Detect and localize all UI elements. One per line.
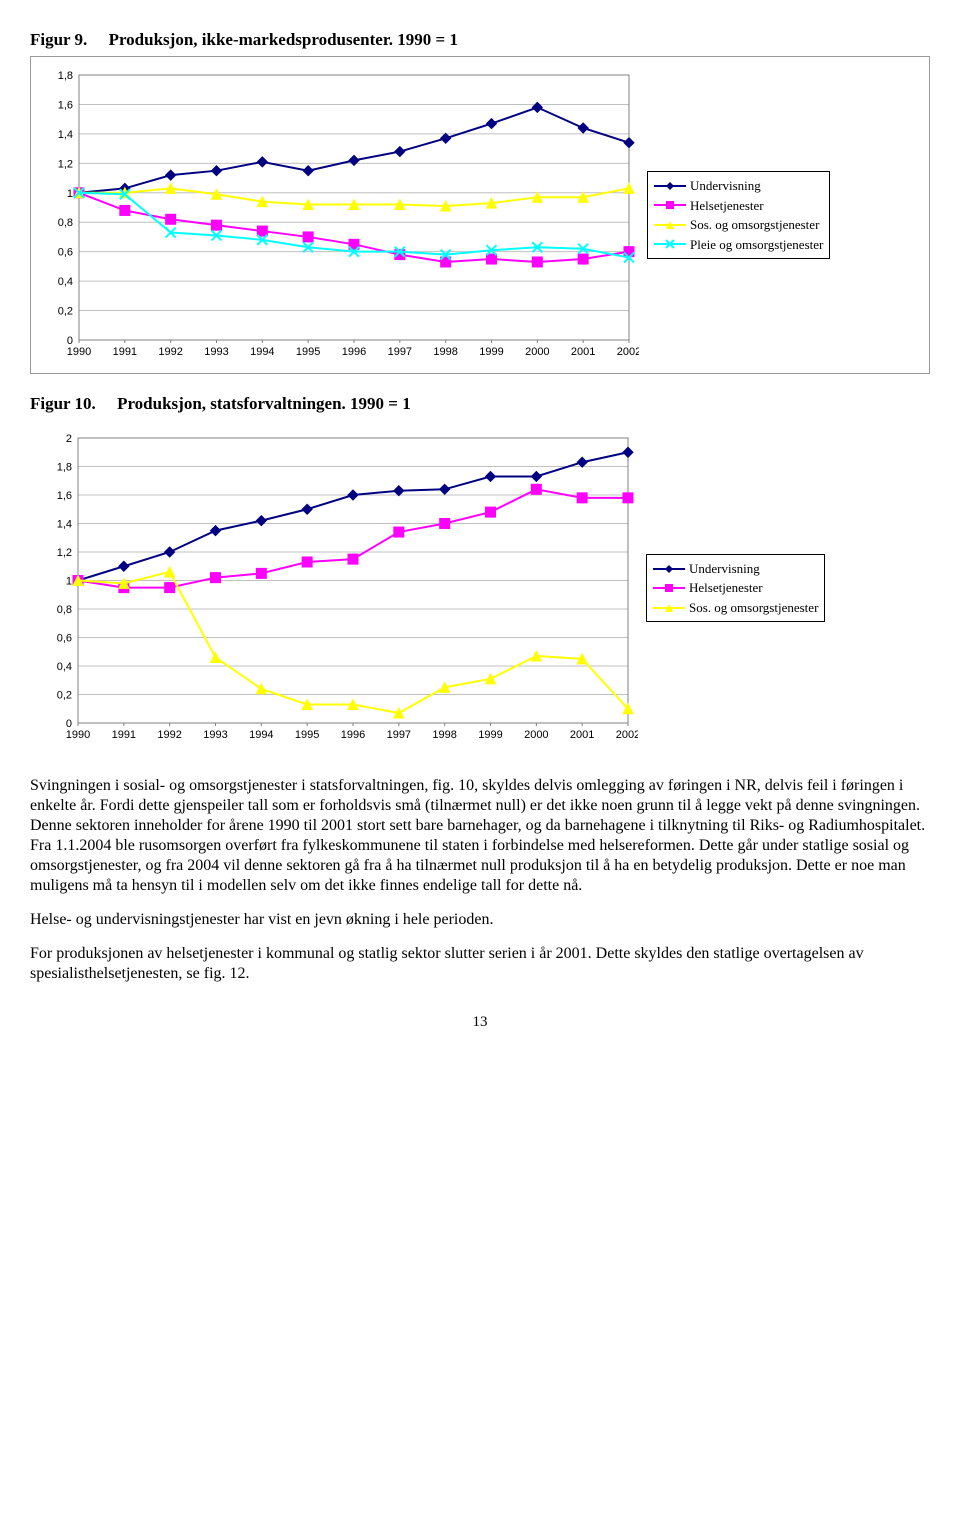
svg-text:1,6: 1,6 [58, 99, 73, 111]
svg-text:1,6: 1,6 [57, 490, 72, 502]
figure10-chart: 00,20,40,60,811,21,41,61,821990199119921… [38, 428, 638, 748]
svg-text:1996: 1996 [341, 729, 365, 741]
legend-label: Helsetjenester [690, 196, 764, 216]
figure9-title-rest: Produksjon, ikke-markedsprodusenter. 199… [109, 30, 458, 49]
legend-marker-icon [654, 198, 686, 212]
figure9-title: Figur 9. Produksjon, ikke-markedsproduse… [30, 30, 930, 50]
svg-text:2001: 2001 [571, 346, 595, 358]
svg-text:1993: 1993 [203, 729, 227, 741]
svg-text:0,2: 0,2 [58, 306, 73, 318]
legend-marker-icon [653, 562, 685, 576]
svg-text:1992: 1992 [158, 346, 182, 358]
legend-marker-icon [653, 581, 685, 595]
svg-text:0,6: 0,6 [57, 633, 72, 645]
svg-text:1,8: 1,8 [57, 462, 72, 474]
svg-text:1993: 1993 [204, 346, 228, 358]
svg-text:1991: 1991 [112, 729, 136, 741]
svg-text:0,4: 0,4 [57, 661, 72, 673]
figure9-legend: UndervisningHelsetjenesterSos. og omsorg… [647, 171, 830, 259]
svg-text:1: 1 [67, 188, 73, 200]
svg-text:1992: 1992 [157, 729, 181, 741]
svg-text:1998: 1998 [432, 729, 456, 741]
figure10-title: Figur 10. Produksjon, statsforvaltningen… [30, 394, 930, 414]
figure10-chart-container: 00,20,40,60,811,21,41,61,821990199119921… [30, 420, 930, 756]
svg-text:2001: 2001 [570, 729, 594, 741]
legend-label: Sos. og omsorgstjenester [690, 215, 819, 235]
legend-marker-icon [654, 179, 686, 193]
svg-text:1995: 1995 [296, 346, 320, 358]
svg-text:1997: 1997 [388, 346, 412, 358]
figure9-chart: 00,20,40,60,811,21,41,61,819901991199219… [39, 65, 639, 365]
figure10-title-rest: Produksjon, statsforvaltningen. 1990 = 1 [117, 394, 411, 413]
svg-text:1,2: 1,2 [57, 547, 72, 559]
svg-text:2002: 2002 [616, 729, 638, 741]
legend-label: Sos. og omsorgstjenester [689, 598, 818, 618]
svg-text:1998: 1998 [433, 346, 457, 358]
svg-text:2000: 2000 [525, 346, 549, 358]
legend-item: Pleie og omsorgstjenester [654, 235, 823, 255]
legend-marker-icon [653, 601, 685, 615]
svg-text:0,8: 0,8 [57, 604, 72, 616]
legend-item: Sos. og omsorgstjenester [654, 215, 823, 235]
svg-text:1,4: 1,4 [58, 129, 73, 141]
legend-item: Helsetjenester [654, 196, 823, 216]
legend-label: Helsetjenester [689, 578, 763, 598]
legend-label: Undervisning [690, 176, 761, 196]
figure9-title-prefix: Figur 9. [30, 30, 87, 49]
svg-text:1,4: 1,4 [57, 519, 72, 531]
svg-text:1995: 1995 [295, 729, 319, 741]
svg-text:0,4: 0,4 [58, 276, 73, 288]
svg-text:1994: 1994 [250, 346, 274, 358]
legend-item: Sos. og omsorgstjenester [653, 598, 818, 618]
paragraph-2: Helse- og undervisningstjenester har vis… [30, 910, 930, 930]
figure10-title-prefix: Figur 10. [30, 394, 96, 413]
svg-text:1: 1 [66, 576, 72, 588]
paragraph-3: For produksjonen av helsetjenester i kom… [30, 944, 930, 984]
svg-text:1997: 1997 [387, 729, 411, 741]
svg-text:1999: 1999 [478, 729, 502, 741]
svg-text:0,8: 0,8 [58, 217, 73, 229]
svg-text:1991: 1991 [113, 346, 137, 358]
svg-text:0,2: 0,2 [57, 690, 72, 702]
page-number: 13 [30, 1014, 930, 1031]
legend-label: Undervisning [689, 559, 760, 579]
svg-text:2: 2 [66, 433, 72, 445]
svg-text:1,2: 1,2 [58, 158, 73, 170]
svg-text:1990: 1990 [67, 346, 91, 358]
figure9-chart-container: 00,20,40,60,811,21,41,61,819901991199219… [30, 56, 930, 374]
figure10-legend: UndervisningHelsetjenesterSos. og omsorg… [646, 554, 825, 623]
svg-text:1990: 1990 [66, 729, 90, 741]
legend-item: Helsetjenester [653, 578, 818, 598]
svg-text:1994: 1994 [249, 729, 273, 741]
legend-item: Undervisning [654, 176, 823, 196]
svg-text:2000: 2000 [524, 729, 548, 741]
legend-marker-icon [654, 237, 686, 251]
legend-label: Pleie og omsorgstjenester [690, 235, 823, 255]
svg-text:1996: 1996 [342, 346, 366, 358]
svg-text:2002: 2002 [617, 346, 639, 358]
paragraph-1: Svingningen i sosial- og omsorgstjeneste… [30, 776, 930, 896]
svg-text:1999: 1999 [479, 346, 503, 358]
legend-item: Undervisning [653, 559, 818, 579]
svg-text:1,8: 1,8 [58, 70, 73, 82]
legend-marker-icon [654, 218, 686, 232]
svg-text:0,6: 0,6 [58, 247, 73, 259]
